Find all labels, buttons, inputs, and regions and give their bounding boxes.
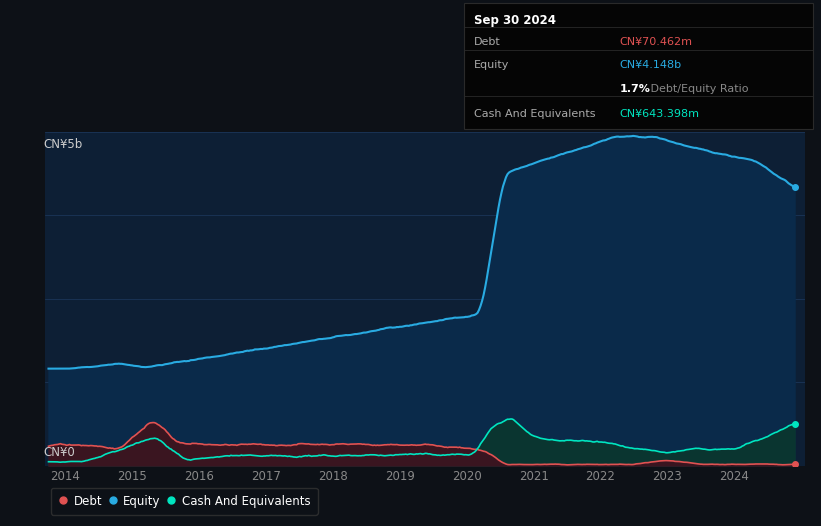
Legend: Debt, Equity, Cash And Equivalents: Debt, Equity, Cash And Equivalents [51, 488, 318, 515]
Text: CN¥5b: CN¥5b [43, 138, 82, 151]
Text: CN¥70.462m: CN¥70.462m [620, 37, 693, 47]
Text: Cash And Equivalents: Cash And Equivalents [474, 109, 595, 119]
Text: Debt: Debt [474, 37, 501, 47]
Text: Debt/Equity Ratio: Debt/Equity Ratio [647, 84, 749, 94]
Text: Equity: Equity [474, 60, 509, 70]
Text: Sep 30 2024: Sep 30 2024 [474, 14, 556, 27]
Text: 1.7%: 1.7% [620, 84, 651, 94]
Text: CN¥4.148b: CN¥4.148b [620, 60, 682, 70]
Text: CN¥0: CN¥0 [43, 446, 75, 459]
Text: CN¥643.398m: CN¥643.398m [620, 109, 699, 119]
